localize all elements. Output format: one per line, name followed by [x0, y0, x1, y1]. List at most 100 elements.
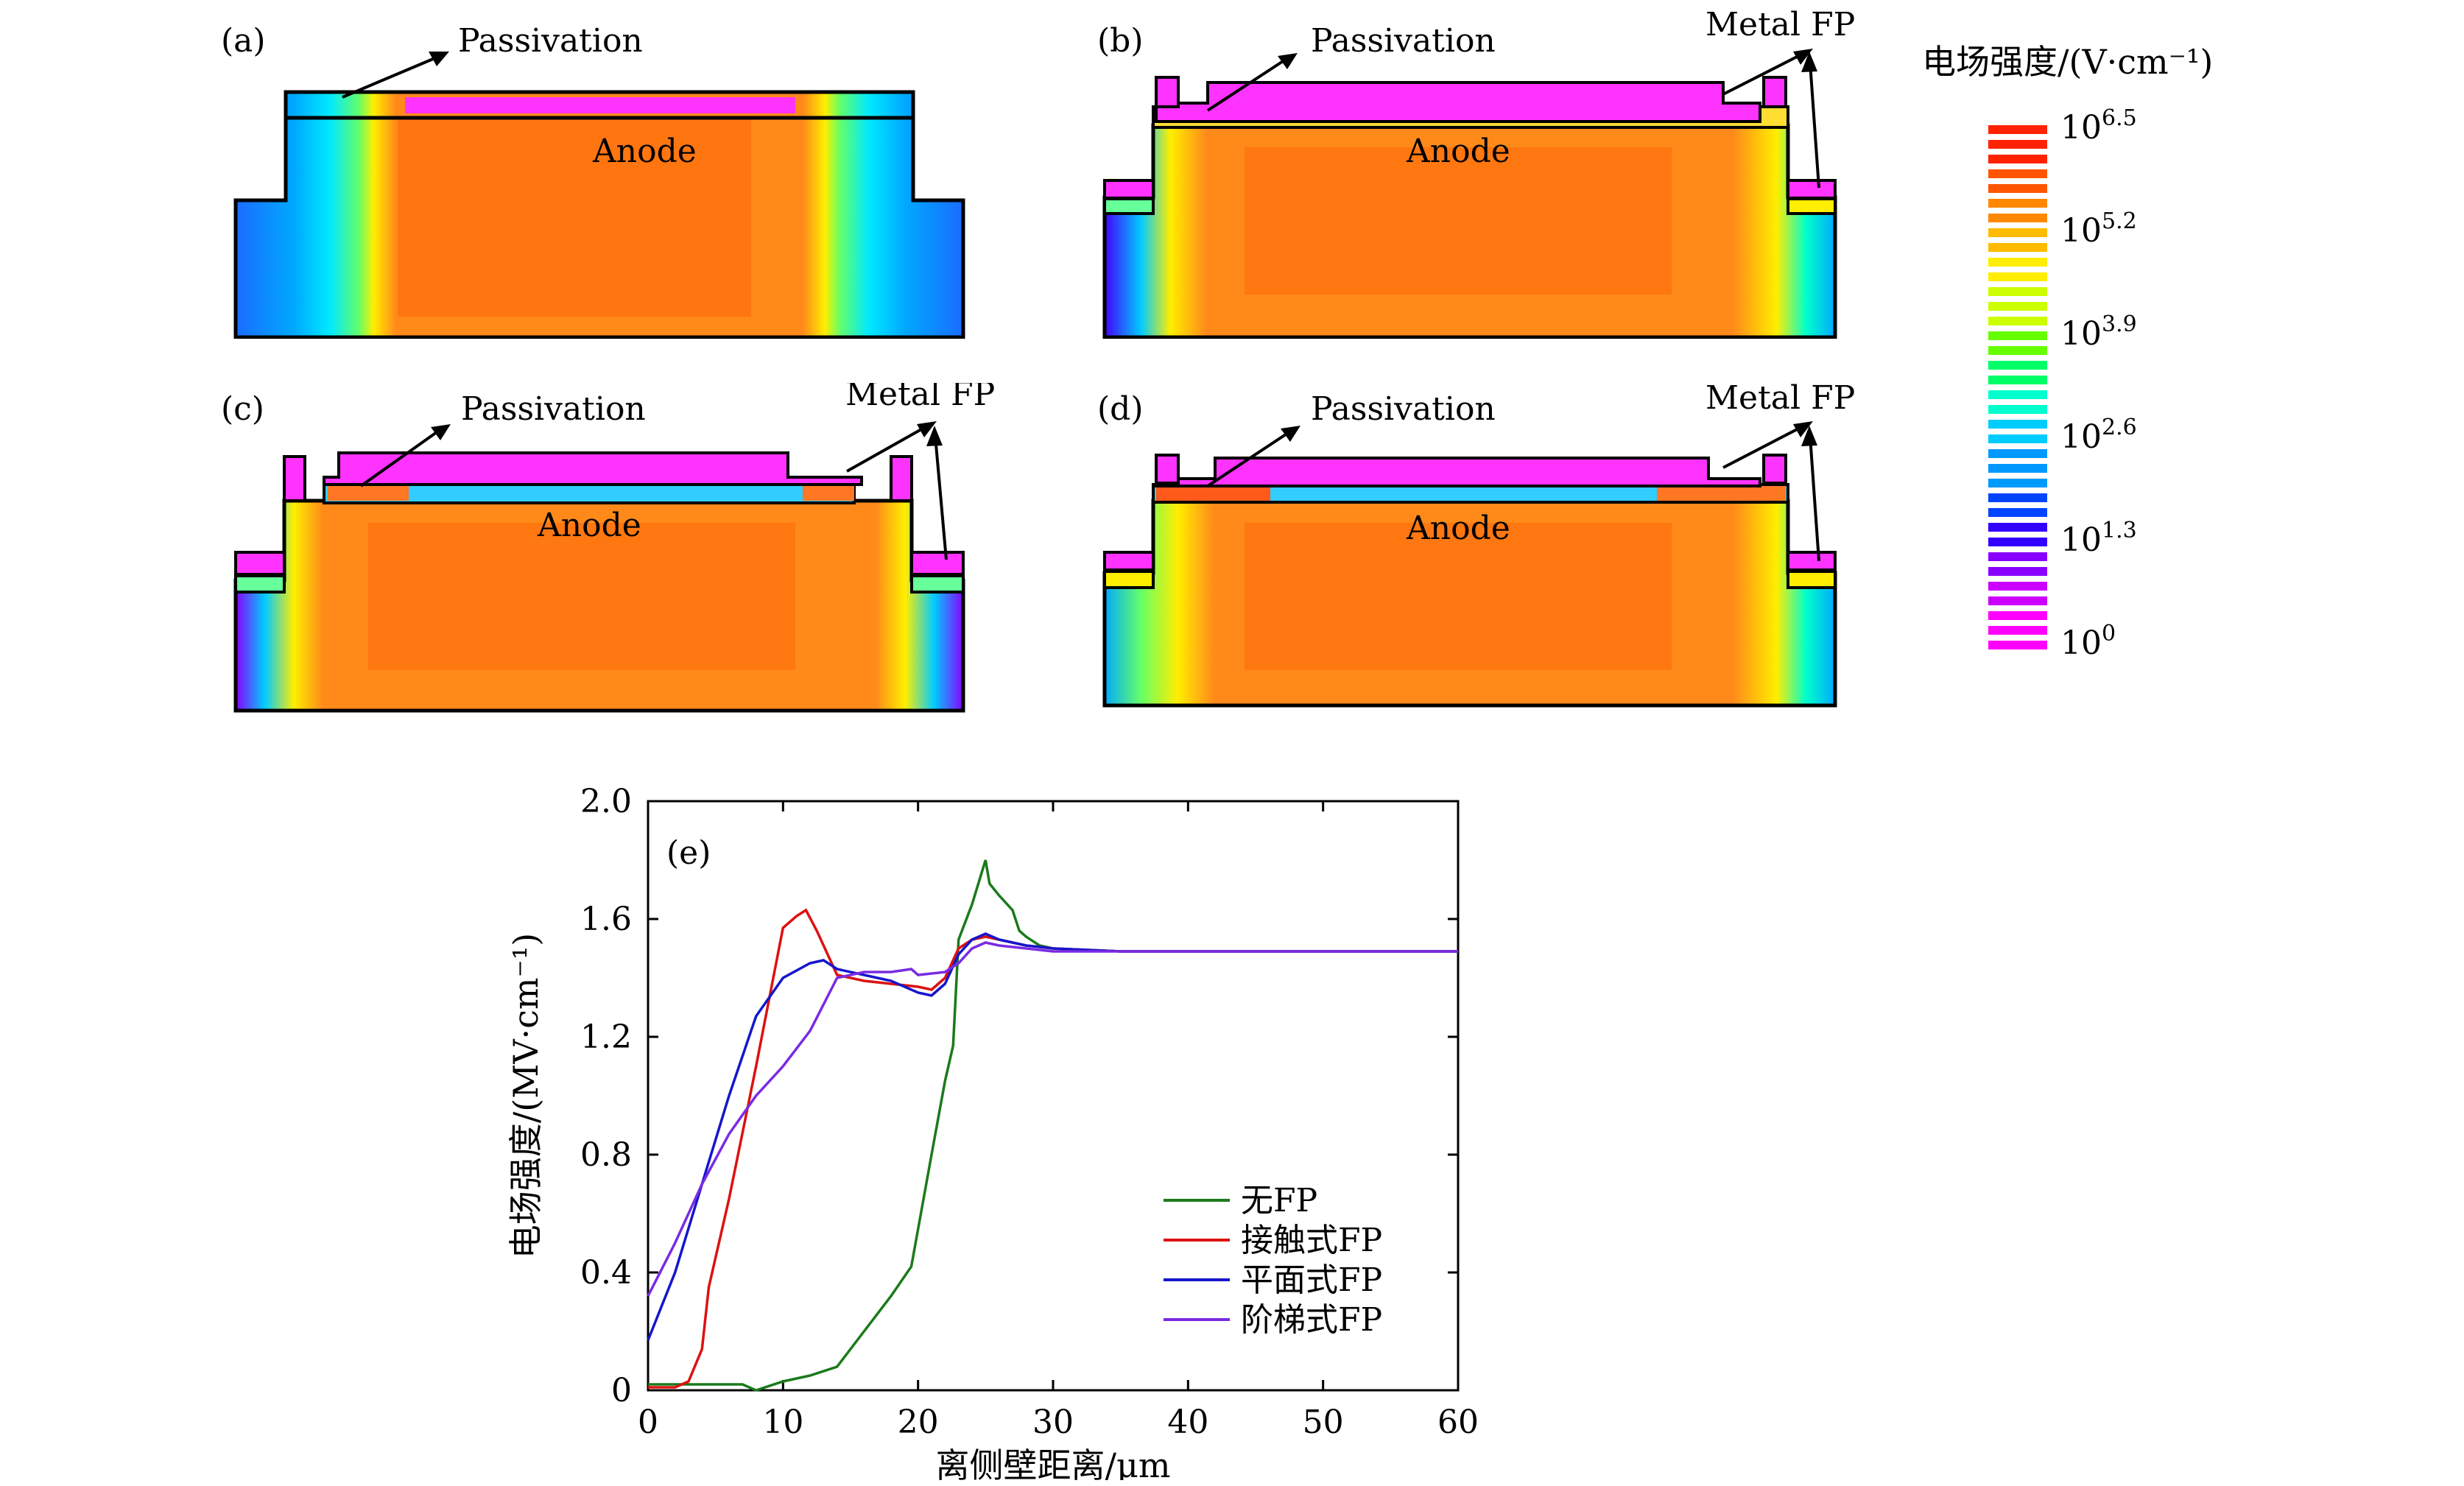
colorbar-tick-label: 102.6: [2060, 415, 2137, 456]
colorbar-stripe: [1988, 287, 2047, 296]
anode-label: Anode: [1406, 133, 1510, 170]
colorbar-stripe: [1988, 582, 2047, 591]
series-line: [647, 932, 1458, 1341]
arrow-head-icon: [431, 424, 451, 440]
arrow-head-icon: [1801, 52, 1817, 72]
panel-letter: (d): [1097, 390, 1144, 428]
colorbar-stripe: [1988, 405, 2047, 414]
passivation-label: Passivation: [1311, 22, 1496, 60]
colorbar-stripe: [1988, 449, 2047, 458]
colorbar-stripe: [1988, 184, 2047, 193]
colorbar-stripe: [1988, 611, 2047, 620]
colorbar-stripe: [1988, 567, 2047, 576]
colorbar-stripe: [1988, 596, 2047, 605]
colorbar-stripe: [1988, 479, 2047, 487]
colorbar-stripe: [1988, 228, 2047, 237]
panel-c: (c) Passivation Metal FP Anode: [221, 383, 995, 713]
y-tick-label: 0: [611, 1372, 632, 1409]
colorbar-stripe: [1988, 302, 2047, 311]
colorbar-stripe: [1988, 140, 2047, 149]
colorbar-tick-label: 100: [2060, 621, 2116, 662]
x-tick-label: 0: [638, 1404, 658, 1441]
arrow-head-icon: [429, 52, 449, 66]
colorbar-stripe: [1988, 493, 2047, 502]
colorbar: 电场强度/(V·cm⁻¹) 106.5105.2103.9102.6101.31…: [1922, 42, 2213, 662]
metal-fp-label: Metal FP: [1706, 6, 1855, 43]
metal-fp-label: Metal FP: [1706, 379, 1855, 417]
colorbar-stripe: [1988, 214, 2047, 222]
colorbar-stripe: [1988, 125, 2047, 134]
y-axis-label: 电场强度/(MV·cm⁻¹): [506, 933, 546, 1258]
colorbar-stripe: [1988, 523, 2047, 532]
colorbar-stripe: [1988, 626, 2047, 635]
colorbar-tick-label: 105.2: [2060, 208, 2137, 250]
line-chart: (e) 0 10 20 30 40 50 60 0 0.4 0.8 1.2 1.6 2.0 离侧壁距离/…: [506, 783, 1479, 1480]
colorbar-stripe: [1988, 258, 2047, 267]
legend-label: 无FP: [1241, 1182, 1317, 1219]
panel-a: (a) Passivation Anode: [221, 22, 965, 339]
anode-label: Anode: [592, 133, 697, 170]
colorbar-stripe: [1988, 317, 2047, 325]
colorbar-stripe: [1988, 243, 2047, 252]
legend-label: 阶梯式FP: [1241, 1301, 1382, 1339]
arrow-head-icon: [1801, 426, 1817, 446]
legend-label: 接触式FP: [1241, 1222, 1382, 1259]
colorbar-stripe: [1988, 169, 2047, 178]
colorbar-stripe: [1988, 508, 2047, 517]
arrow-head-icon: [926, 426, 943, 446]
colorbar-tick-label: 103.9: [2060, 311, 2137, 353]
y-tick-label: 1.2: [580, 1018, 632, 1056]
passivation-label: Passivation: [1311, 390, 1496, 428]
x-tick-label: 10: [762, 1404, 803, 1441]
colorbar-stripe: [1988, 641, 2047, 649]
colorbar-stripe: [1988, 552, 2047, 561]
colorbar-stripe: [1988, 346, 2047, 355]
anode-label: Anode: [1406, 510, 1510, 547]
colorbar-gradient: [1988, 125, 2047, 649]
panel-d: (d) Passivation Metal FP Anode: [1097, 379, 1855, 708]
colorbar-stripe: [1988, 420, 2047, 429]
arrow-head-icon: [1278, 53, 1298, 69]
colorbar-tick-label: 106.5: [2060, 105, 2137, 147]
colorbar-tick-label: 101.3: [2060, 518, 2137, 559]
y-tick-label: 0.4: [580, 1254, 632, 1292]
colorbar-stripe: [1988, 376, 2047, 384]
panel-letter: (b): [1097, 22, 1144, 60]
colorbar-stripe: [1988, 155, 2047, 163]
colorbar-stripe: [1988, 434, 2047, 443]
panel-letter: (a): [221, 22, 266, 60]
x-tick-label: 30: [1032, 1404, 1074, 1441]
passivation-label: Passivation: [461, 390, 646, 428]
panel-b: (b) Passivation Metal FP Anode: [1097, 6, 1855, 339]
x-tick-label: 40: [1167, 1404, 1208, 1441]
metal-fp-label: Metal FP: [845, 383, 995, 413]
colorbar-title: 电场强度/(V·cm⁻¹): [1922, 42, 2213, 82]
anode-label: Anode: [537, 507, 641, 544]
x-tick-label: 60: [1437, 1404, 1479, 1441]
legend-label: 平面式FP: [1241, 1261, 1382, 1299]
x-tick-label: 50: [1303, 1404, 1344, 1441]
series-line: [648, 859, 1458, 1392]
y-tick-label: 1.6: [580, 901, 632, 938]
passivation-label: Passivation: [458, 22, 643, 60]
colorbar-stripe: [1988, 464, 2047, 473]
panel-letter: (c): [221, 390, 264, 428]
arrow-head-icon: [1281, 426, 1300, 442]
colorbar-ticks: 106.5 105.2 103.9 102.6 101.3 100: [2060, 105, 2137, 662]
chart-panel-label: (e): [666, 834, 711, 872]
colorbar-stripe: [1988, 331, 2047, 340]
x-axis-label: 离侧壁距离/μm: [935, 1445, 1170, 1480]
colorbar-stripe: [1988, 272, 2047, 281]
series-line: [647, 941, 1458, 1297]
colorbar-stripe: [1988, 390, 2047, 399]
arrow-head-icon: [917, 421, 937, 437]
arrow-head-icon: [1793, 49, 1813, 65]
y-tick-label: 0.8: [580, 1136, 632, 1174]
arrow-head-icon: [1793, 421, 1813, 437]
x-tick-label: 20: [898, 1404, 939, 1441]
colorbar-stripe: [1988, 199, 2047, 208]
colorbar-stripe: [1988, 361, 2047, 370]
y-tick-label: 2.0: [580, 783, 632, 820]
